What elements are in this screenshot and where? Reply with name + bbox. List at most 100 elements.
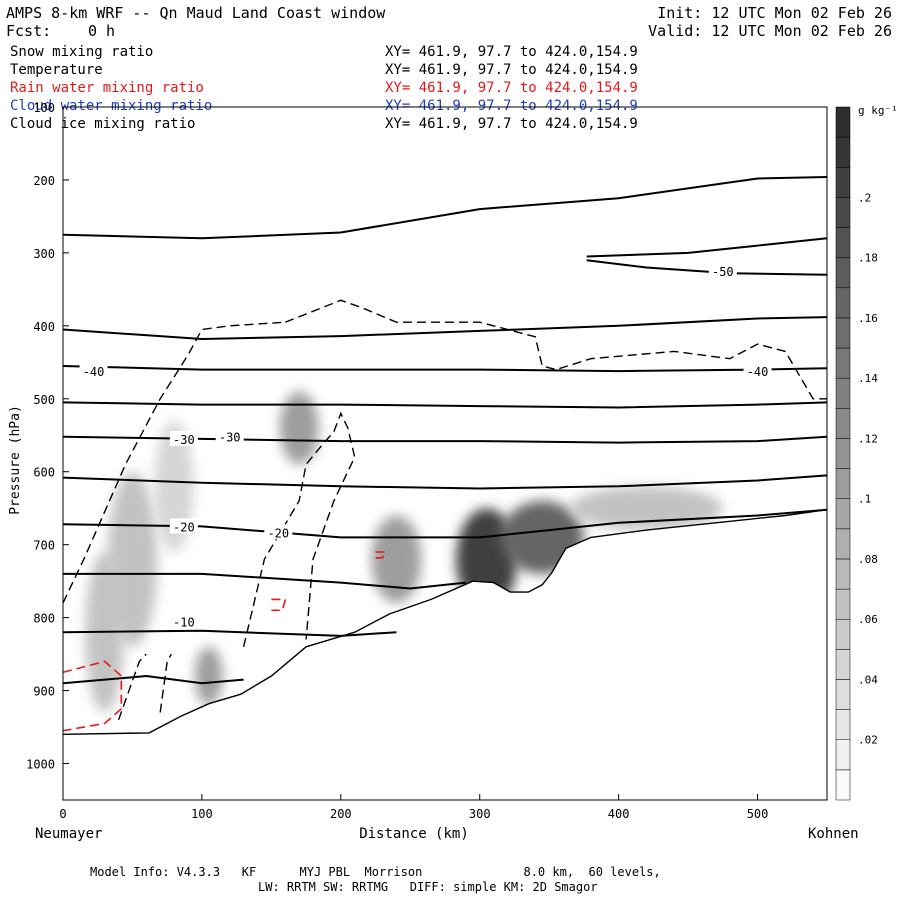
colorbar-tick-label-5: .12: [858, 432, 878, 445]
snow-blob-1: [107, 471, 158, 647]
colorbar: .02 .04 .06 .08 .1 .12 .14 .16 .18 .2: [835, 106, 878, 801]
colorbar-box-16: [835, 287, 851, 319]
colorbar-tick-label-9: .2: [858, 191, 871, 204]
field-xy-rain: XY= 461.9, 97.7 to 424.0,154.9: [385, 80, 638, 96]
isotherm-label-bg-0: [708, 263, 737, 279]
field-xy-temperature: XY= 461.9, 97.7 to 424.0,154.9: [385, 62, 638, 78]
snow-blob-5: [371, 515, 422, 604]
x-tick-label-2: 200: [330, 807, 352, 821]
terrain-fill: [63, 509, 827, 800]
rain-contour-0: [63, 660, 123, 732]
isotherm-11: [63, 674, 244, 685]
isotherm-10: [63, 629, 397, 637]
field-name-temperature: Temperature: [10, 62, 103, 78]
isotherm-label-1: -40: [83, 365, 105, 379]
snow-blob-4: [279, 391, 319, 465]
valid-time: Valid: 12 UTC Mon 02 Feb 26: [648, 22, 892, 40]
x-right-station: Kohnen: [808, 826, 859, 842]
colorbar-box-5: [835, 618, 851, 650]
isotherm-6: [63, 435, 827, 444]
colorbar-tick-label-1: .04: [858, 673, 878, 686]
axes: 0 100 200 300 400 500 100 200 300 400 500 600 700 800…: [26, 101, 768, 821]
forecast-value: 0 h: [88, 22, 116, 40]
chart-title: AMPS 8-km WRF -- Qn Maud Land Coast wind…: [6, 4, 386, 22]
y-axis-label: Pressure (hPa): [8, 405, 23, 515]
colorbar-box-18: [835, 227, 851, 258]
isotherm-label-7: -10: [173, 615, 195, 629]
y-tick-label-4: 500: [33, 393, 55, 407]
field-xy-cloud-water: XY= 461.9, 97.7 to 424.0,154.9: [385, 98, 638, 114]
colorbar-box-6: [835, 588, 851, 620]
colorbar-box-20: [835, 167, 851, 198]
isotherm-7: [63, 474, 827, 490]
cloud-ice-contour-1: [285, 299, 827, 400]
colorbar-tick-label-2: .06: [858, 613, 878, 626]
terrain-surface: [63, 509, 827, 735]
y-tick-label-5: 600: [33, 466, 55, 480]
y-tick-label-2: 300: [33, 247, 55, 261]
y-tick-label-1: 200: [33, 174, 55, 188]
colorbar-box-17: [835, 257, 851, 289]
y-tick-label-3: 400: [33, 320, 55, 334]
field-name-cloud-water: Cloud water mixing ratio: [10, 98, 213, 114]
isotherm-label-bg-2: [743, 363, 772, 379]
isotherm-label-4: -30: [219, 431, 241, 445]
rain-contours: [63, 551, 387, 732]
colorbar-box-11: [835, 438, 851, 469]
isotherm-8: [63, 508, 827, 539]
colorbar-box-4: [835, 649, 851, 680]
colorbar-box-9: [835, 498, 851, 530]
snow-blob-3: [194, 646, 223, 706]
x-tick-label-4: 400: [608, 807, 630, 821]
model-info-line1: Model Info: V4.3.3 KF MYJ PBL Morrison 8…: [90, 865, 661, 879]
colorbar-tick-label-6: .14: [858, 372, 878, 385]
rain-contour-2: [375, 551, 387, 559]
isotherm-0: [63, 176, 827, 240]
y-tick-label-0: 100: [33, 101, 55, 115]
colorbar-box-21: [835, 136, 851, 168]
isotherm-label-bg-3: [169, 430, 198, 446]
rain-contour-1: [271, 598, 287, 612]
isotherm-1: [586, 237, 827, 258]
isotherm-label-bg-7: [169, 613, 198, 629]
field-xy-snow: XY= 461.9, 97.7 to 424.0,154.9: [385, 44, 638, 60]
snow-shading-layer: [85, 391, 723, 713]
isotherm-2: [586, 259, 827, 276]
colorbar-tick-label-7: .16: [858, 312, 878, 325]
isotherm-label-0: -50: [712, 265, 734, 279]
colorbar-box-2: [835, 709, 851, 740]
colorbar-box-15: [835, 317, 851, 349]
isotherm-label-bg-4: [215, 428, 244, 444]
cloud-ice-contour-3: [117, 653, 147, 721]
isotherm-9: [63, 572, 466, 590]
x-tick-label-0: 0: [59, 807, 66, 821]
colorbar-tick-label-4: .1: [858, 493, 871, 506]
field-name-cloud-ice: Cloud ice mixing ratio: [10, 116, 196, 132]
field-xy-cloud-ice: XY= 461.9, 97.7 to 424.0,154.9: [385, 116, 638, 132]
cloud-ice-contour-4: [159, 653, 172, 713]
init-time: Init: 12 UTC Mon 02 Feb 26: [657, 4, 892, 22]
x-axis-label: Distance (km): [359, 826, 469, 842]
colorbar-box-12: [835, 408, 851, 439]
colorbar-box-0: [835, 769, 851, 801]
y-tick-label-7: 800: [33, 612, 55, 626]
isotherm-label-5: -20: [173, 520, 195, 534]
colorbar-box-22: [835, 106, 851, 138]
colorbar-tick-label-8: .18: [858, 252, 878, 265]
terrain-layer: [63, 509, 827, 800]
y-tick-label-6: 700: [33, 539, 55, 553]
field-name-snow: Snow mixing ratio: [10, 44, 154, 60]
colorbar-box-3: [835, 679, 851, 710]
colorbar-box-10: [835, 468, 851, 499]
colorbar-box-13: [835, 377, 851, 409]
isotherm-label-2: -40: [747, 365, 769, 379]
colorbar-box-8: [835, 528, 851, 560]
model-info-line2: LW: RRTM SW: RRTMG DIFF: simple KM: 2D S…: [258, 880, 598, 894]
colorbar-unit: g kg⁻¹: [858, 104, 898, 117]
y-tick-label-8: 900: [33, 685, 55, 699]
colorbar-tick-label-0: .02: [858, 734, 878, 747]
isotherm-label-bg-1: [79, 363, 108, 379]
isotherm-3: [63, 316, 827, 341]
field-name-rain: Rain water mixing ratio: [10, 80, 204, 96]
